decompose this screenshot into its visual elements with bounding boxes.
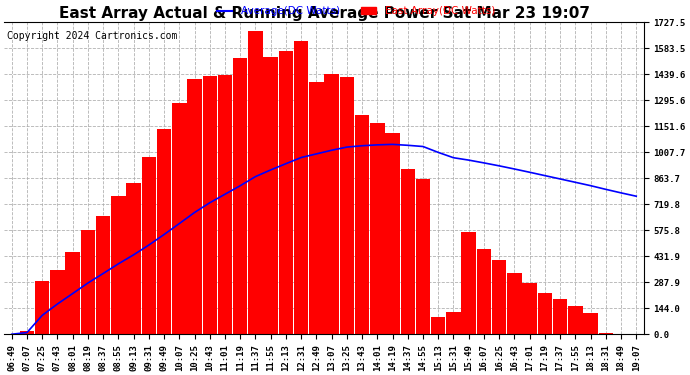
Bar [568,306,582,334]
Bar [492,260,506,334]
Bar [233,58,248,334]
Bar [81,231,95,334]
Bar [126,183,141,334]
Bar [66,252,80,334]
Bar [553,299,567,334]
Bar [20,331,34,334]
Bar [203,76,217,334]
Bar [279,51,293,334]
Text: Copyright 2024 Cartronics.com: Copyright 2024 Cartronics.com [8,32,178,41]
Bar [294,40,308,334]
Bar [385,133,400,334]
Bar [339,77,354,334]
Bar [538,293,552,334]
Bar [309,81,324,334]
Bar [370,123,384,334]
Bar [401,169,415,334]
Bar [355,115,369,334]
Bar [598,333,613,334]
Bar [583,314,598,334]
Bar [507,273,522,334]
Bar [172,103,186,334]
Bar [477,249,491,334]
Bar [187,80,201,334]
Bar [35,281,50,334]
Bar [50,270,65,334]
Bar [141,157,156,334]
Bar [522,283,537,334]
Bar [218,75,233,334]
Bar [157,129,171,334]
Bar [324,74,339,334]
Bar [446,312,461,334]
Bar [248,31,263,334]
Bar [416,179,431,334]
Legend: Average(DC Watts), East Array(DC Watts): Average(DC Watts), East Array(DC Watts) [213,2,500,21]
Bar [96,216,110,334]
Bar [264,57,278,334]
Bar [111,196,126,334]
Bar [431,317,446,334]
Title: East Array Actual & Running Average Power Sat Mar 23 19:07: East Array Actual & Running Average Powe… [59,6,589,21]
Bar [462,232,476,334]
